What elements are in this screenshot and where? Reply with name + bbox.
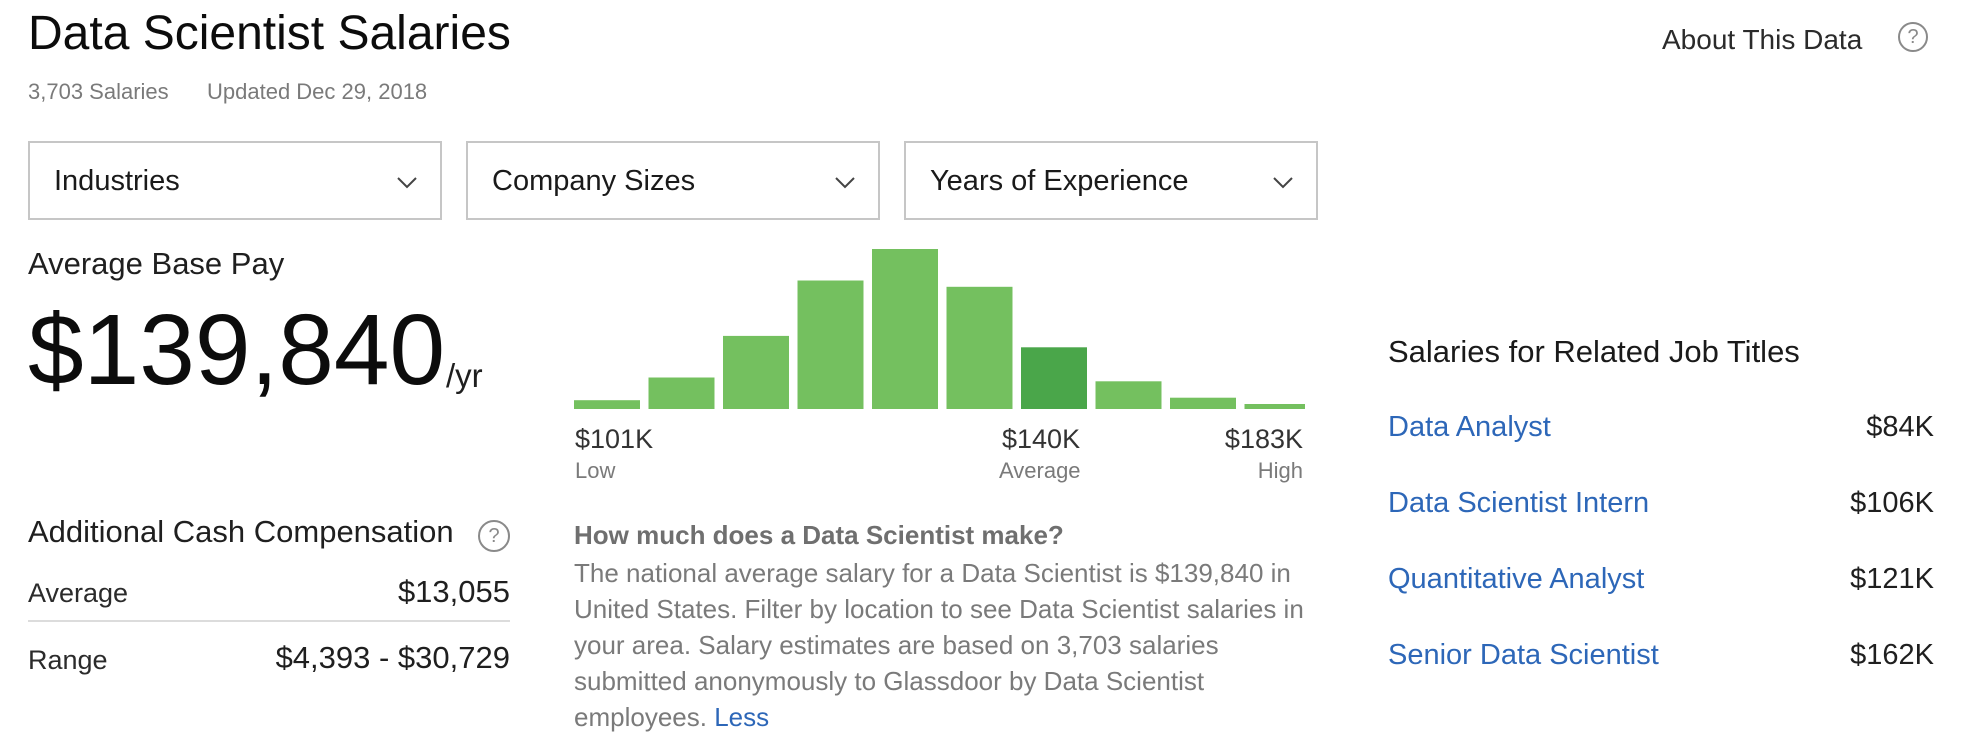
histogram-bar bbox=[1170, 397, 1236, 409]
histogram-bar bbox=[574, 400, 640, 409]
chevron-down-icon bbox=[835, 177, 855, 189]
axis-average-caption: Average bbox=[999, 458, 1081, 483]
related-job-link-data-scientist-intern[interactable]: Data Scientist Intern bbox=[1388, 487, 1650, 519]
related-job-link-senior-data-scientist[interactable]: Senior Data Scientist bbox=[1388, 639, 1659, 671]
axis-average-value: $140K bbox=[1002, 424, 1081, 454]
additional-cash-heading: Additional Cash Compensation bbox=[28, 514, 454, 549]
help-circle-icon[interactable]: ? bbox=[478, 520, 510, 552]
histogram-bar bbox=[648, 377, 715, 409]
industries-dropdown-label: Industries bbox=[54, 165, 180, 197]
histogram-bar bbox=[797, 280, 864, 409]
salary-question-heading: How much does a Data Scientist make? bbox=[574, 520, 1064, 550]
axis-high-value: $183K bbox=[1224, 424, 1303, 454]
related-job-salary: $162K bbox=[1850, 639, 1934, 671]
updated-date: Updated Dec 29, 2018 bbox=[207, 79, 428, 104]
related-job-salary: $106K bbox=[1850, 487, 1934, 519]
average-base-pay-amount: $139,840 bbox=[28, 294, 446, 406]
chevron-down-icon bbox=[397, 177, 417, 189]
related-job-salary: $84K bbox=[1866, 411, 1934, 443]
salary-count: 3,703 Salaries bbox=[28, 79, 169, 104]
company-sizes-dropdown-label: Company Sizes bbox=[492, 165, 696, 197]
related-job-link-data-analyst[interactable]: Data Analyst bbox=[1388, 411, 1551, 443]
additional-cash-range-label: Range bbox=[28, 645, 108, 675]
salary-description-text: The national average salary for a Data S… bbox=[574, 558, 1304, 732]
related-job-link-quantitative-analyst[interactable]: Quantitative Analyst bbox=[1388, 563, 1645, 595]
help-glyph: ? bbox=[1907, 25, 1919, 48]
axis-low-value: $101K bbox=[575, 424, 654, 454]
years-of-experience-dropdown-label: Years of Experience bbox=[930, 165, 1189, 197]
histogram-bar bbox=[872, 249, 938, 409]
page-title: Data Scientist Salaries bbox=[28, 7, 511, 60]
histogram-bar bbox=[1095, 381, 1162, 409]
salary-distribution-chart bbox=[574, 249, 1305, 409]
less-link[interactable]: Less bbox=[714, 702, 770, 732]
help-circle-icon[interactable]: ? bbox=[1898, 22, 1928, 52]
additional-cash-range-value: $4,393 - $30,729 bbox=[275, 640, 510, 675]
related-job-titles-heading: Salaries for Related Job Titles bbox=[1388, 334, 1800, 369]
help-glyph: ? bbox=[488, 524, 500, 547]
industries-dropdown[interactable]: Industries bbox=[28, 141, 442, 220]
histogram-bar bbox=[1244, 404, 1305, 409]
histogram-bar bbox=[946, 286, 1013, 409]
years-of-experience-dropdown[interactable]: Years of Experience bbox=[904, 141, 1318, 220]
axis-low-caption: Low bbox=[575, 458, 616, 483]
company-sizes-dropdown[interactable]: Company Sizes bbox=[466, 141, 880, 220]
pay-period-unit: /yr bbox=[446, 357, 483, 394]
histogram-bar bbox=[723, 335, 789, 409]
histogram-bar-average bbox=[1021, 347, 1087, 409]
related-job-salary: $121K bbox=[1850, 563, 1934, 595]
about-this-data-link[interactable]: About This Data bbox=[1662, 24, 1863, 55]
additional-cash-average-label: Average bbox=[28, 578, 129, 608]
salary-description: The national average salary for a Data S… bbox=[574, 555, 1314, 735]
average-base-pay-heading: Average Base Pay bbox=[28, 246, 285, 281]
divider bbox=[28, 620, 510, 622]
additional-cash-average-value: $13,055 bbox=[397, 574, 510, 609]
chevron-down-icon bbox=[1273, 177, 1293, 189]
axis-high-caption: High bbox=[1257, 458, 1303, 483]
